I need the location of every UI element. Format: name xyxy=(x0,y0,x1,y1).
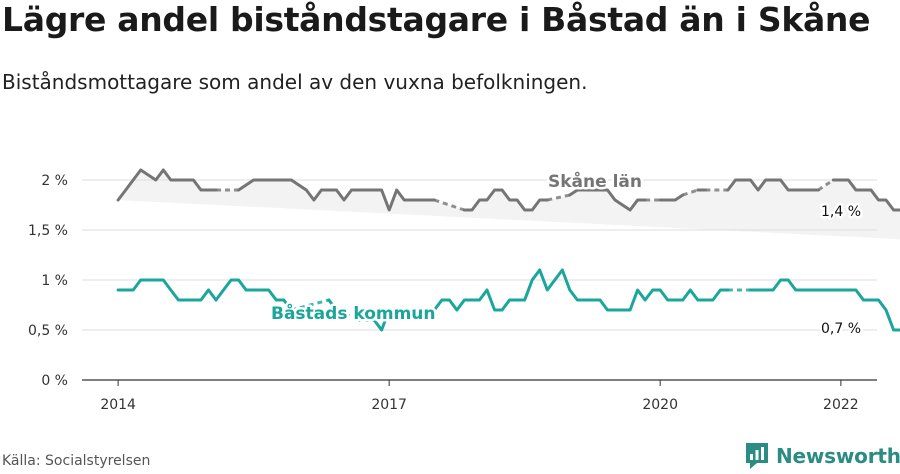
y-tick-label: 2 % xyxy=(41,173,68,189)
series-line xyxy=(726,178,820,192)
series-line xyxy=(568,188,647,212)
series-label-bastad: Båstads kommun xyxy=(271,302,436,324)
end-value-label-bastad: 0,7 % xyxy=(821,321,861,337)
brand-name: Newsworthy xyxy=(776,444,900,468)
newsworthy-logo-icon xyxy=(746,443,768,469)
x-tick-label: 2020 xyxy=(642,397,678,413)
series-label-skane-halo: Skåne län xyxy=(548,170,642,192)
series-gap xyxy=(817,178,835,192)
series-gap xyxy=(335,308,360,322)
series-line xyxy=(237,178,436,212)
end-value-label-skane-halo: 1,4 % xyxy=(821,204,861,220)
series-line xyxy=(357,268,730,332)
series-lines xyxy=(116,168,900,332)
series-label-bastad-halo: Båstads kommun xyxy=(271,302,436,324)
chart-title: Lägre andel biståndstagare i Båstad än i… xyxy=(2,0,871,39)
series-line xyxy=(462,188,549,212)
axes: 2014 2017 2020 2022 xyxy=(82,379,877,413)
gridlines: 0 % 0,5 % 1 % 1,5 % 2 % xyxy=(28,173,877,389)
end-value-label-bastad-halo: 0,7 % xyxy=(821,321,861,337)
end-value-label-skane: 1,4 % xyxy=(821,204,861,220)
series-line xyxy=(658,193,685,202)
series-line xyxy=(327,298,338,312)
y-tick-label: 0 % xyxy=(41,373,68,389)
x-tick-label: 2022 xyxy=(823,397,859,413)
brand-mark[interactable]: Newsworthy xyxy=(744,441,900,471)
range-band xyxy=(118,170,900,240)
x-tick-label: 2014 xyxy=(100,397,136,413)
source-note: Källa: Socialstyrelsen xyxy=(2,453,151,469)
series-line xyxy=(831,178,900,212)
chart-subtitle: Biståndsmottagare som andel av den vuxna… xyxy=(2,70,588,94)
series-line xyxy=(749,278,900,332)
series-line xyxy=(116,278,293,312)
y-tick-label: 1,5 % xyxy=(28,223,68,239)
range-band-layer xyxy=(118,170,900,240)
y-tick-label: 1 % xyxy=(41,273,68,289)
series-line xyxy=(116,168,218,202)
x-tick-label: 2017 xyxy=(371,397,407,413)
series-label-skane: Skåne län xyxy=(548,170,642,192)
series-gap xyxy=(546,193,571,202)
series-gap xyxy=(290,298,330,312)
series-gap xyxy=(682,188,699,197)
y-tick-label: 0,5 % xyxy=(28,323,68,339)
